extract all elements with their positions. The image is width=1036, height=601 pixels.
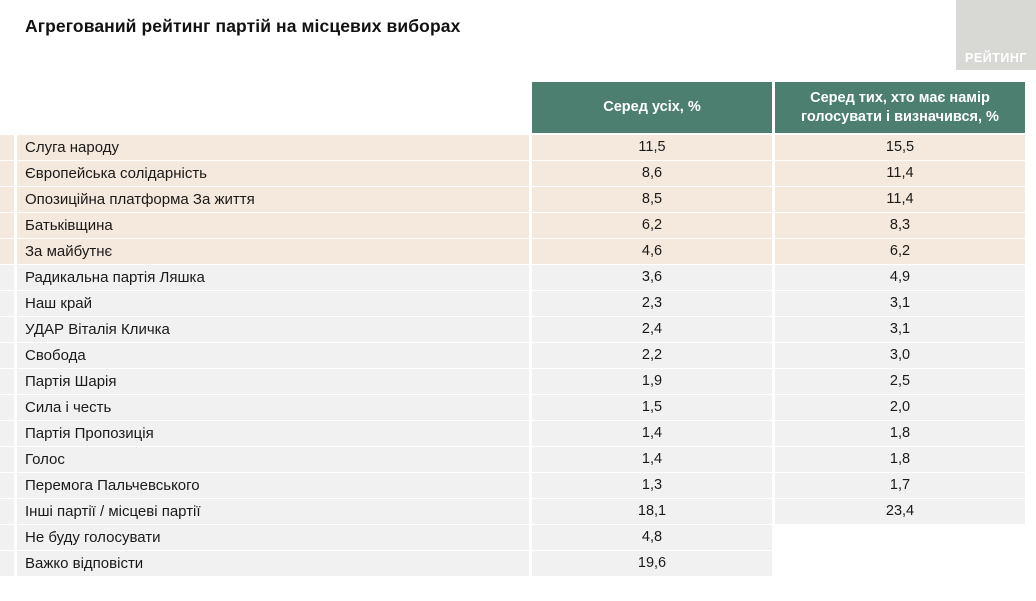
row-edge-stripe [0,291,14,316]
table-row: За майбутнє 4,6 6,2 [0,239,1028,264]
party-name: За майбутнє [17,239,529,264]
party-name: Партія Шарія [17,369,529,394]
table-row: Опозиційна платформа За життя 8,5 11,4 [0,187,1028,212]
party-name: Європейська солідарність [17,161,529,186]
value-decided: 11,4 [775,161,1025,186]
row-edge-stripe [0,317,14,342]
value-decided: 1,7 [775,473,1025,498]
value-decided: 6,2 [775,239,1025,264]
value-all: 2,3 [532,291,772,316]
value-decided: 8,3 [775,213,1025,238]
value-all: 1,4 [532,447,772,472]
value-decided: 15,5 [775,135,1025,160]
row-edge-stripe [0,369,14,394]
value-all: 18,1 [532,499,772,524]
column-header-decided: Серед тих, хто має намір голосувати і ви… [775,82,1025,133]
row-edge-stripe [0,447,14,472]
table-row: Голос 1,4 1,8 [0,447,1028,472]
row-edge-stripe [0,525,14,550]
value-all: 4,6 [532,239,772,264]
value-decided: 3,0 [775,343,1025,368]
row-edge-stripe [0,499,14,524]
party-name: Радикальна партія Ляшка [17,265,529,290]
row-edge-stripe [0,161,14,186]
value-all: 6,2 [532,213,772,238]
row-edge-stripe [0,421,14,446]
value-all: 19,6 [532,551,772,576]
column-header-all: Серед усіх, % [532,82,772,133]
table-header-row: Серед усіх, % Серед тих, хто має намір г… [0,82,1028,133]
row-edge-stripe [0,473,14,498]
table-row: Партія Пропозиція 1,4 1,8 [0,421,1028,446]
table-row: Не буду голосувати 4,8 [0,525,1028,550]
value-all: 2,4 [532,317,772,342]
ratings-table: Серед усіх, % Серед тих, хто має намір г… [0,82,1028,577]
value-all: 1,5 [532,395,772,420]
table-row: Свобода 2,2 3,0 [0,343,1028,368]
row-edge-stripe [0,239,14,264]
table-row: УДАР Віталія Кличка 2,4 3,1 [0,317,1028,342]
party-name: Партія Пропозиція [17,421,529,446]
party-name: Голос [17,447,529,472]
rating-logo: РЕЙТИНГ [956,0,1036,70]
value-all: 3,6 [532,265,772,290]
party-name: Наш край [17,291,529,316]
table-row: Наш край 2,3 3,1 [0,291,1028,316]
row-edge-stripe [0,343,14,368]
table-row: Батьківщина 6,2 8,3 [0,213,1028,238]
value-decided: 23,4 [775,499,1025,524]
party-name: Не буду голосувати [17,525,529,550]
party-name: Інші партії / місцеві партії [17,499,529,524]
party-name: Свобода [17,343,529,368]
value-decided: 3,1 [775,317,1025,342]
value-all: 11,5 [532,135,772,160]
value-decided: 4,9 [775,265,1025,290]
row-edge-stripe [0,395,14,420]
row-edge-stripe [0,213,14,238]
party-name: Опозиційна платформа За життя [17,187,529,212]
header-spacer [0,82,529,133]
table-body: Слуга народу 11,5 15,5 Європейська солідарн… [0,135,1028,576]
table-row: Європейська солідарність 8,6 11,4 [0,161,1028,186]
value-decided [775,551,1025,576]
table-row: Слуга народу 11,5 15,5 [0,135,1028,160]
party-name: Сила і честь [17,395,529,420]
table-row: Партія Шарія 1,9 2,5 [0,369,1028,394]
party-name: Важко відповісти [17,551,529,576]
table-row: Перемога Пальчевського 1,3 1,7 [0,473,1028,498]
value-all: 8,6 [532,161,772,186]
row-edge-stripe [0,265,14,290]
party-name: УДАР Віталія Кличка [17,317,529,342]
page-title: Агрегований рейтинг партій на місцевих в… [25,16,461,36]
value-all: 1,3 [532,473,772,498]
value-decided: 2,5 [775,369,1025,394]
row-edge-stripe [0,551,14,576]
rating-logo-text: РЕЙТИНГ [965,51,1027,65]
value-all: 8,5 [532,187,772,212]
party-name: Слуга народу [17,135,529,160]
row-edge-stripe [0,135,14,160]
table-row: Інші партії / місцеві партії 18,1 23,4 [0,499,1028,524]
value-decided: 11,4 [775,187,1025,212]
value-decided: 1,8 [775,421,1025,446]
table-row: Радикальна партія Ляшка 3,6 4,9 [0,265,1028,290]
party-name: Батьківщина [17,213,529,238]
value-decided: 3,1 [775,291,1025,316]
value-decided: 2,0 [775,395,1025,420]
value-all: 4,8 [532,525,772,550]
value-decided: 1,8 [775,447,1025,472]
value-decided [775,525,1025,550]
value-all: 1,4 [532,421,772,446]
row-edge-stripe [0,187,14,212]
value-all: 1,9 [532,369,772,394]
party-name: Перемога Пальчевського [17,473,529,498]
table-row: Важко відповісти 19,6 [0,551,1028,576]
value-all: 2,2 [532,343,772,368]
table-row: Сила і честь 1,5 2,0 [0,395,1028,420]
